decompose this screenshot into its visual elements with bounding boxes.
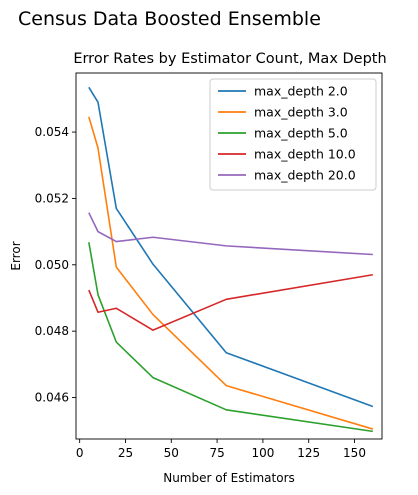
x-tick-label: 125 [297, 446, 320, 460]
series-line-3 [88, 273, 373, 331]
y-tick-label: 0.046 [35, 391, 69, 405]
y-tick-label: 0.048 [35, 324, 69, 338]
y-axis: 0.046 0.048 0.050 0.052 0.054 [35, 125, 76, 405]
series-line-1 [88, 116, 374, 430]
x-axis: 0 25 50 75 100 125 150 [76, 439, 366, 460]
x-tick-label: 0 [76, 446, 84, 460]
series-line-4 [88, 212, 373, 256]
y-tick-label: 0.050 [35, 258, 69, 272]
plot-area [88, 86, 374, 433]
x-tick-label: 50 [164, 446, 179, 460]
legend-label-2: max_depth 5.0 [254, 126, 348, 141]
legend-label-4: max_depth 20.0 [254, 168, 356, 183]
x-tick-label: 150 [343, 446, 366, 460]
legend: max_depth 2.0 max_depth 3.0 max_depth 5.0 m… [209, 78, 377, 191]
x-tick-label: 75 [209, 446, 224, 460]
legend-label-3: max_depth 10.0 [254, 147, 356, 162]
x-axis-label: Number of Estimators [163, 471, 295, 485]
legend-label-1: max_depth 3.0 [254, 105, 348, 120]
x-tick-label: 100 [251, 446, 274, 460]
series-line-2 [88, 242, 373, 433]
legend-label-0: max_depth 2.0 [254, 84, 348, 99]
plot-frame [75, 72, 383, 440]
x-tick-label: 25 [118, 446, 133, 460]
y-axis-label: Error [9, 241, 23, 270]
legend-box [209, 78, 377, 191]
y-tick-label: 0.054 [35, 125, 69, 139]
series-line-0 [88, 86, 374, 408]
y-tick-label: 0.052 [35, 191, 69, 205]
chart-title: Error Rates by Estimator Count, Max Dept… [73, 51, 386, 67]
chart-suptitle: Census Data Boosted Ensemble [18, 8, 321, 30]
